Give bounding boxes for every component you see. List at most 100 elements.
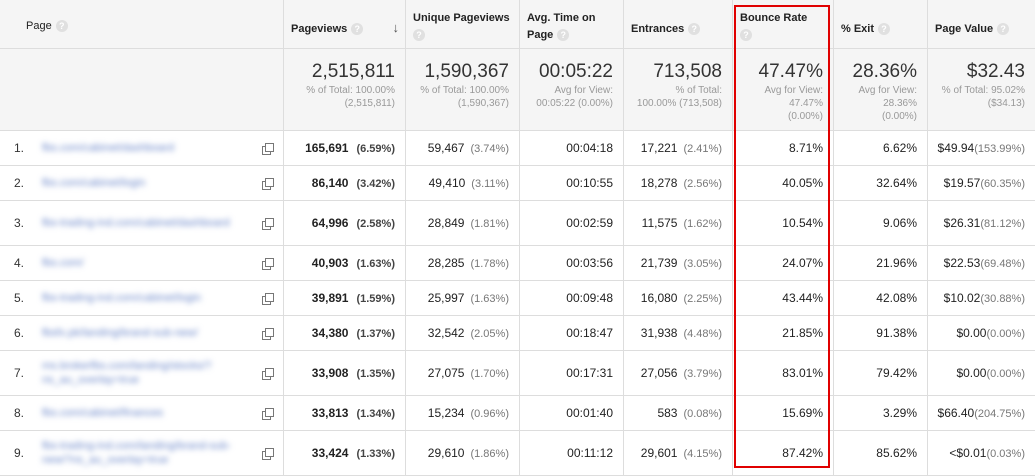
unique-pageviews-value: 28,849 [427,216,465,230]
row-rank: 5. [14,291,25,305]
exit-cell: 3.29% [834,396,928,430]
exit-value: 6.62% [882,141,917,155]
table-row: 3. fbs-trading-ind.com/cabinet/dashboard… [0,201,1035,246]
avg-time-value: 00:17:31 [566,366,613,380]
open-in-new-window-icon[interactable] [262,218,274,230]
exit-value: 42.08% [876,291,917,305]
header-avg-time-label-2: Page [527,29,554,41]
row-rank: 8. [14,406,25,420]
header-pageviews[interactable]: Pageviews? ↓ [284,0,406,48]
unique-pageviews-percent: (0.96%) [470,408,509,420]
avg-time-cell: 00:02:59 [520,201,624,245]
entrances-percent: (4.48%) [683,328,722,340]
avg-time-cell: 00:09:48 [520,281,624,315]
pageviews-value: 33,813 [311,406,349,420]
unique-pageviews-cell: 25,997 (1.63%) [406,281,520,315]
open-in-new-window-icon[interactable] [262,178,274,190]
entrances-cell: 18,278 (2.56%) [624,166,733,200]
unique-pageviews-percent: (3.11%) [471,178,509,190]
page-link[interactable]: fbs.com/cabinet/finances [42,407,164,419]
header-avg-time[interactable]: Avg. Time on Page? [520,0,624,48]
row-rank: 7. [14,366,25,380]
page-value-cell: <$0.01(0.03%) [928,431,1035,475]
total-value: 2,515,811 [311,61,395,82]
page-link[interactable]: fbsfx.pk/landing/brand-sub-new/ [42,327,198,339]
bounce-rate-cell: 15.69% [733,396,834,430]
bounce-rate-cell: 40.05% [733,166,834,200]
row-rank: 6. [14,326,25,340]
help-icon[interactable]: ? [740,29,752,42]
page-link[interactable]: fbs-trading-ind.com/cabinet/dashboard [42,217,230,229]
page-value-value: <$0.01 [949,446,987,460]
header-page[interactable]: Page? [0,0,284,48]
table-row: 2. fbs.com/cabinet/login 86,140 (3.42%) 4… [0,166,1035,201]
header-page-value[interactable]: Page Value? [928,0,1035,48]
pageviews-cell: 40,903 (1.63%) [284,246,406,280]
open-in-new-window-icon[interactable] [262,293,274,305]
pageviews-percent: (1.63%) [356,258,395,270]
table-row: 4. fbs.com/ 40,903 (1.63%) 28,285 (1.78%) … [0,246,1035,281]
page-link[interactable]: fbs.com/cabinet/login [42,177,146,189]
exit-cell: 9.06% [834,201,928,245]
unique-pageviews-percent: (1.63%) [470,293,509,305]
page-link[interactable]: fbs-trading-ind.com/landing/brand-sub-ne… [42,440,231,466]
open-in-new-window-icon[interactable] [262,328,274,340]
page-value-cell: $0.00(0.00%) [928,316,1035,350]
page-value-percent: (0.03%) [986,448,1025,460]
page-link[interactable]: fbs.com/ [42,257,84,269]
totals-page-cell [0,49,284,130]
help-icon[interactable]: ? [997,23,1010,36]
avg-time-value: 00:10:55 [566,176,613,190]
total-value: $32.43 [966,61,1025,82]
help-icon[interactable]: ? [55,20,68,33]
page-link[interactable]: ms.brokerfbs.com/landing/stocks/?ns_au_o… [42,360,212,386]
pageviews-percent: (6.59%) [356,143,395,155]
totals-bounce-rate: 47.47% Avg for View: 47.47% (0.00%) [733,49,834,130]
exit-value: 3.29% [882,406,917,420]
open-in-new-window-icon[interactable] [262,258,274,270]
header-exit[interactable]: % Exit? [834,0,928,48]
header-page-label: Page [26,20,52,32]
help-icon[interactable]: ? [413,29,425,42]
total-sub: 47.47% [789,98,823,109]
page-link[interactable]: fbs.com/cabinet/dashboard [42,142,175,154]
header-unique-pageviews[interactable]: Unique Pageviews? [406,0,520,48]
page-link[interactable]: fbs-trading-ind.com/cabinet/login [42,292,201,304]
header-pageviews-label: Pageviews [291,23,348,35]
bounce-rate-cell: 87.42% [733,431,834,475]
header-bounce-rate[interactable]: Bounce Rate? [733,0,834,48]
unique-pageviews-value: 49,410 [428,176,466,190]
help-icon[interactable]: ? [557,29,570,42]
page-cell: 9. fbs-trading-ind.com/landing/brand-sub… [0,431,284,475]
unique-pageviews-value: 28,285 [427,256,465,270]
page-cell: 4. fbs.com/ [0,246,284,280]
help-icon[interactable]: ? [688,23,701,36]
open-in-new-window-icon[interactable] [262,408,274,420]
unique-pageviews-value: 15,234 [427,406,465,420]
open-in-new-window-icon[interactable] [262,143,274,155]
exit-value: 32.64% [876,176,917,190]
avg-time-value: 00:09:48 [566,291,613,305]
totals-entrances: 713,508 % of Total: 100.00% (713,508) [624,49,733,130]
avg-time-value: 00:01:40 [566,406,613,420]
pageviews-cell: 165,691 (6.59%) [284,131,406,165]
unique-pageviews-value: 59,467 [427,141,465,155]
unique-pageviews-value: 29,610 [427,446,465,460]
unique-pageviews-cell: 29,610 (1.86%) [406,431,520,475]
open-in-new-window-icon[interactable] [262,368,274,380]
help-icon[interactable]: ? [351,23,364,36]
avg-time-cell: 00:10:55 [520,166,624,200]
pageviews-value: 33,908 [311,366,349,380]
entrances-percent: (4.15%) [683,448,722,460]
exit-value: 91.38% [876,326,917,340]
avg-time-value: 00:03:56 [566,256,613,270]
page-value-cell: $22.53(69.48%) [928,246,1035,280]
pageviews-value: 34,380 [311,326,349,340]
header-entrances[interactable]: Entrances? [624,0,733,48]
open-in-new-window-icon[interactable] [262,448,274,460]
exit-cell: 91.38% [834,316,928,350]
exit-value: 21.96% [876,256,917,270]
help-icon[interactable]: ? [878,23,891,36]
pageviews-value: 40,903 [311,256,349,270]
sort-descending-icon[interactable]: ↓ [392,20,400,35]
